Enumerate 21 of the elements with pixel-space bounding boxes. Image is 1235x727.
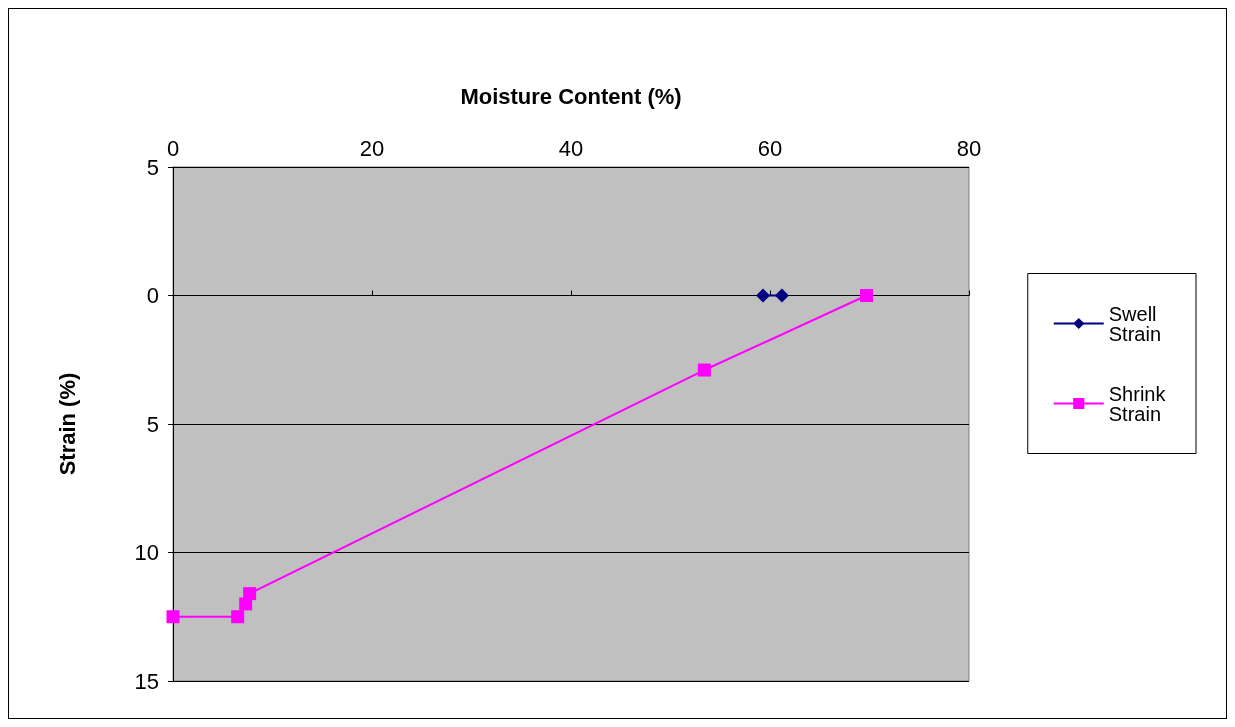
legend-label: Swell Strain <box>1108 302 1163 345</box>
point <box>231 610 245 624</box>
point <box>166 610 180 624</box>
x-tick-label: 80 <box>956 135 982 161</box>
x-axis-title: Moisture Content (%) <box>460 83 682 109</box>
point <box>774 288 789 303</box>
y-tick-label: 0 <box>146 283 159 308</box>
point <box>243 587 257 601</box>
x-tick-label: 40 <box>558 135 584 161</box>
y-axis-title: Strain (%) <box>54 372 80 476</box>
point <box>756 288 771 303</box>
y-tick-label: 10 <box>134 540 159 565</box>
point <box>697 363 711 377</box>
y-tick-label: 5 <box>146 154 159 180</box>
y-tick-label: 5 <box>146 411 159 437</box>
x-tick-label: 60 <box>757 135 783 161</box>
x-tick-label: 20 <box>359 135 385 161</box>
point <box>860 289 874 302</box>
x-tick-label: 0 <box>166 135 180 161</box>
legend-label: Shrink Strain <box>1108 382 1171 425</box>
y-tick-label: 15 <box>134 668 159 694</box>
